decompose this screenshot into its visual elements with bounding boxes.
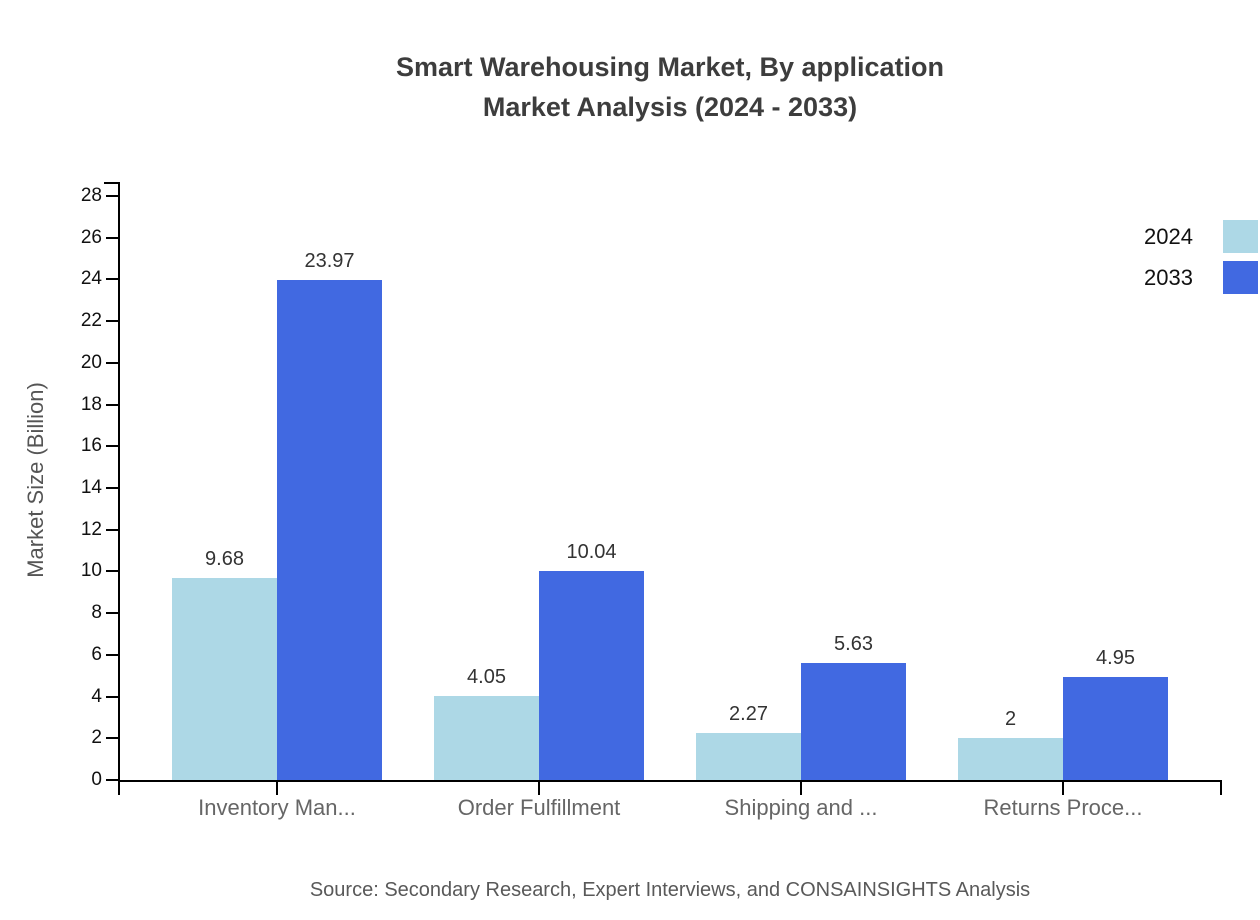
y-tick-label: 14 — [80, 477, 102, 498]
bar — [277, 280, 382, 780]
y-tick — [106, 570, 118, 573]
y-tick-label: 18 — [80, 393, 102, 415]
bar — [172, 578, 277, 780]
x-category-label: Returns Proce... — [983, 795, 1143, 820]
y-tick-label: 8 — [91, 602, 102, 624]
y-tick-label: 22 — [80, 310, 102, 332]
y-tick — [106, 236, 118, 239]
bar-value-label: 2.27 — [729, 702, 768, 725]
chart-title-line1: Smart Warehousing Market, By application — [395, 52, 945, 82]
y-tick-label: 10 — [80, 560, 102, 582]
y-tick-label: 16 — [80, 435, 102, 457]
bar-value-label: 10.04 — [566, 540, 617, 563]
bar-value-label: 4.05 — [467, 665, 506, 688]
y-tick-label: 6 — [91, 643, 102, 665]
y-tick — [106, 320, 118, 323]
legend: 2024 2033 — [1144, 220, 1258, 294]
legend-label-2033: 2033 — [1144, 264, 1193, 290]
x-category-label: Order Fulfillment — [457, 795, 621, 820]
y-tick-label: 2 — [91, 727, 102, 749]
bar — [696, 732, 801, 780]
y-axis-line — [118, 182, 120, 795]
bar-value-label: 4.95 — [1096, 646, 1135, 669]
legend-swatch — [1223, 220, 1258, 253]
bar-value-label: 9.68 — [205, 548, 244, 571]
y-axis-end-tick — [104, 182, 118, 184]
bar — [958, 738, 1063, 780]
y-tick — [106, 737, 118, 740]
y-tick-label: 12 — [80, 518, 102, 540]
y-tick — [106, 653, 118, 656]
y-tick — [106, 403, 118, 406]
y-tick — [106, 612, 118, 615]
source-note: Source: Secondary Research, Expert Inter… — [309, 879, 1031, 901]
bar — [539, 570, 644, 780]
x-tick — [800, 780, 802, 795]
x-tick — [538, 780, 540, 795]
y-tick — [106, 779, 118, 781]
y-tick-label: 26 — [80, 226, 102, 248]
x-category-label: Inventory Man... — [198, 795, 356, 820]
y-tick-label: 0 — [91, 769, 102, 790]
x-tick — [1062, 780, 1064, 795]
x-axis-end-tick — [1220, 780, 1222, 795]
x-axis-line — [118, 780, 1222, 782]
legend-item-2033: 2033 — [1144, 261, 1258, 294]
bar — [434, 695, 539, 780]
legend-label-2024: 2024 — [1144, 223, 1193, 249]
legend-swatch — [1223, 261, 1258, 294]
bar-value-label: 2 — [1004, 708, 1017, 731]
bar — [801, 662, 906, 780]
bar — [1063, 676, 1168, 780]
y-tick-label: 4 — [91, 685, 102, 707]
y-tick — [106, 361, 118, 364]
y-tick-label: 28 — [80, 185, 102, 206]
y-tick — [106, 487, 118, 489]
y-tick — [106, 528, 118, 531]
legend-item-2024: 2024 — [1144, 220, 1258, 253]
y-tick — [106, 445, 118, 448]
y-tick-label: 24 — [80, 268, 102, 290]
bar-value-label: 5.63 — [834, 632, 873, 655]
y-tick — [106, 695, 118, 698]
y-tick — [106, 195, 118, 197]
x-category-label: Shipping and ... — [724, 795, 878, 820]
y-tick — [106, 278, 118, 281]
chart-title: Smart Warehousing Market, By application… — [80, 47, 1260, 127]
y-tick-label: 20 — [80, 351, 102, 373]
chart-title-line2: Market Analysis (2024 - 2033) — [482, 92, 858, 122]
x-tick — [276, 780, 278, 795]
bar-value-label: 23.97 — [304, 250, 355, 273]
